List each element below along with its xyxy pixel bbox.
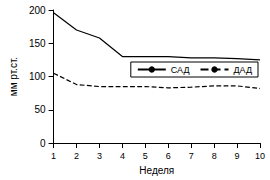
svg-text:Неделя: Неделя — [139, 165, 174, 176]
svg-text:3: 3 — [97, 151, 102, 161]
svg-text:6: 6 — [166, 151, 171, 161]
svg-text:10: 10 — [255, 151, 265, 161]
svg-text:2: 2 — [74, 151, 79, 161]
svg-text:САД: САД — [171, 65, 190, 75]
svg-text:5: 5 — [143, 151, 148, 161]
svg-text:50: 50 — [34, 104, 46, 115]
svg-text:мм рт.ст.: мм рт.ст. — [8, 57, 19, 96]
svg-text:4: 4 — [120, 151, 125, 161]
svg-text:150: 150 — [29, 38, 46, 49]
svg-text:100: 100 — [29, 71, 46, 82]
svg-text:8: 8 — [212, 151, 217, 161]
svg-text:9: 9 — [235, 151, 240, 161]
svg-text:0: 0 — [40, 138, 46, 149]
svg-text:1: 1 — [51, 151, 56, 161]
svg-text:200: 200 — [29, 5, 46, 16]
svg-text:7: 7 — [189, 151, 194, 161]
svg-text:ДАД: ДАД — [234, 65, 253, 75]
